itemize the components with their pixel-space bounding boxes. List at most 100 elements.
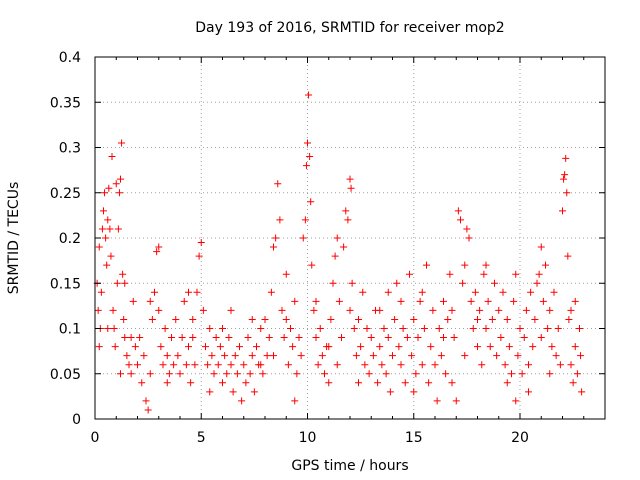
data-point bbox=[518, 370, 526, 378]
data-point bbox=[563, 189, 571, 197]
data-point bbox=[120, 315, 128, 323]
data-point bbox=[505, 343, 513, 351]
data-point bbox=[561, 171, 569, 179]
data-point bbox=[346, 175, 354, 183]
data-point bbox=[527, 288, 535, 296]
data-point bbox=[501, 361, 509, 369]
data-point bbox=[552, 352, 560, 360]
data-point bbox=[172, 315, 180, 323]
data-point bbox=[187, 379, 195, 387]
data-point bbox=[295, 334, 303, 342]
data-point bbox=[508, 370, 515, 378]
data-point bbox=[103, 261, 111, 269]
data-point bbox=[168, 334, 175, 342]
data-point bbox=[185, 343, 192, 351]
data-point bbox=[131, 343, 139, 351]
data-point bbox=[316, 325, 324, 332]
data-point bbox=[102, 234, 110, 242]
data-point bbox=[278, 306, 286, 314]
data-point bbox=[306, 153, 314, 161]
data-point bbox=[180, 297, 188, 305]
data-point bbox=[457, 216, 464, 224]
data-point bbox=[111, 343, 119, 351]
data-point bbox=[431, 361, 439, 369]
data-point bbox=[440, 334, 447, 342]
data-point bbox=[219, 379, 226, 387]
data-point bbox=[446, 270, 454, 278]
data-point bbox=[214, 361, 222, 369]
data-point bbox=[537, 243, 545, 251]
data-point bbox=[95, 343, 103, 351]
data-point bbox=[406, 270, 413, 278]
data-point bbox=[355, 315, 362, 323]
data-point bbox=[212, 334, 220, 342]
data-point bbox=[140, 352, 148, 360]
data-point bbox=[546, 306, 554, 314]
data-point bbox=[221, 352, 229, 360]
data-point bbox=[542, 261, 549, 269]
data-point bbox=[537, 334, 545, 342]
data-point bbox=[478, 361, 486, 369]
data-point bbox=[95, 243, 103, 251]
x-tick-label: 15 bbox=[405, 430, 423, 446]
data-point bbox=[410, 315, 418, 323]
data-point bbox=[548, 343, 556, 351]
chart-title: Day 193 of 2016, SRMTID for receiver mop… bbox=[195, 20, 504, 36]
data-point bbox=[474, 315, 481, 323]
y-tick-label: 0 bbox=[72, 412, 81, 428]
data-point bbox=[440, 297, 447, 305]
data-point bbox=[193, 288, 201, 296]
data-point bbox=[272, 234, 280, 242]
data-point bbox=[564, 252, 572, 260]
data-point bbox=[227, 361, 235, 369]
data-point bbox=[276, 216, 284, 224]
data-point bbox=[355, 379, 362, 387]
data-point bbox=[114, 225, 122, 233]
data-point bbox=[159, 361, 167, 369]
data-point bbox=[376, 306, 384, 314]
data-point bbox=[146, 297, 154, 305]
data-point bbox=[189, 334, 197, 342]
data-point bbox=[104, 216, 112, 224]
data-point bbox=[525, 361, 532, 369]
data-point bbox=[514, 352, 522, 360]
data-point bbox=[488, 315, 496, 323]
data-point bbox=[257, 325, 265, 332]
data-point bbox=[115, 189, 123, 197]
data-point bbox=[216, 343, 224, 351]
data-point bbox=[367, 334, 375, 342]
data-point bbox=[206, 325, 214, 332]
data-point bbox=[161, 325, 169, 332]
data-point bbox=[302, 162, 310, 170]
data-point bbox=[178, 334, 186, 342]
data-point bbox=[257, 361, 265, 369]
data-point bbox=[452, 397, 460, 405]
data-point bbox=[346, 306, 354, 314]
data-point bbox=[533, 279, 541, 287]
y-tick-label: 0.2 bbox=[59, 231, 81, 247]
data-point bbox=[163, 352, 171, 360]
data-point bbox=[291, 297, 299, 305]
data-point bbox=[520, 334, 528, 342]
data-point bbox=[106, 225, 114, 233]
data-point bbox=[384, 334, 392, 342]
data-point bbox=[270, 243, 277, 251]
data-points bbox=[93, 91, 586, 414]
data-point bbox=[333, 361, 341, 369]
data-point bbox=[314, 361, 322, 369]
data-point bbox=[112, 180, 120, 188]
x-tick-label: 20 bbox=[511, 430, 529, 446]
y-tick-label: 0.05 bbox=[50, 367, 81, 383]
data-point bbox=[293, 370, 301, 378]
y-tick-label: 0.35 bbox=[50, 95, 81, 111]
data-point bbox=[297, 352, 305, 360]
data-point bbox=[142, 397, 150, 405]
data-point bbox=[127, 370, 135, 378]
data-point bbox=[391, 315, 399, 323]
data-point bbox=[484, 297, 492, 305]
data-point bbox=[338, 334, 345, 342]
data-point bbox=[246, 370, 254, 378]
data-point bbox=[325, 379, 333, 387]
data-point bbox=[476, 306, 484, 314]
data-point bbox=[191, 361, 199, 369]
